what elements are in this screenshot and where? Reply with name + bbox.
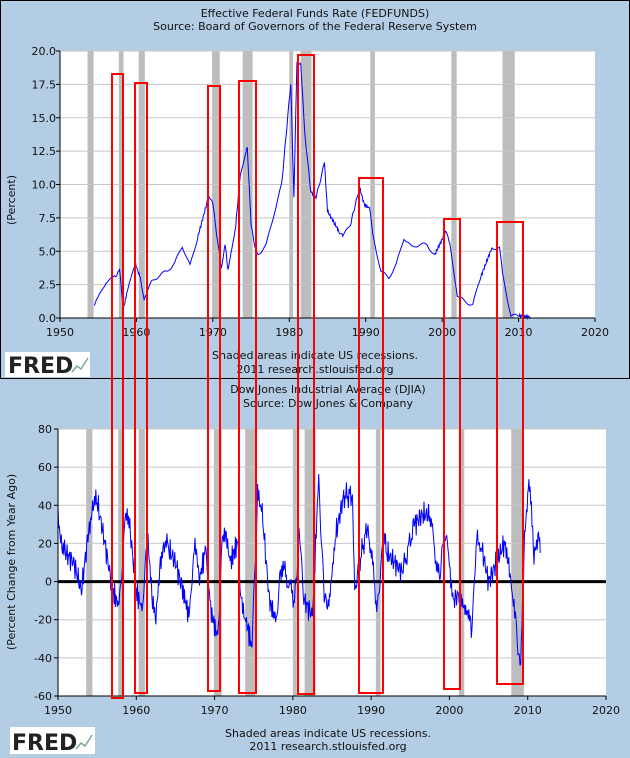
y-tick-label: 0 [45,576,52,589]
recession-band [511,429,524,696]
y-tick-label: 0.0 [39,312,57,325]
y-tick-label: 10.0 [32,179,57,192]
y-tick-label: 80 [38,423,52,436]
red-highlight-box [443,218,461,690]
recession-band [292,429,297,696]
x-tick-label: 2010 [514,704,542,717]
y-tick-label: 40 [38,499,52,512]
bottom-y-label: (Percent Change from Year Ago) [5,474,18,650]
y-tick-label: 5.0 [39,245,57,258]
bottom-fred-logo: FRED [10,727,95,756]
x-tick-label: 1990 [352,326,380,339]
svg-text:FRED: FRED [8,354,73,379]
series-line-fedfunds [93,61,531,320]
x-tick-label: 1960 [122,704,150,717]
y-tick-label: 20.0 [32,45,57,58]
x-tick-label: 1970 [201,704,229,717]
recession-band [375,429,381,696]
svg-text:FRED: FRED [12,731,77,756]
red-highlight-box [358,177,384,694]
recession-band [118,429,123,696]
y-tick-label: 7.5 [39,212,57,225]
x-tick-label: 2000 [428,326,456,339]
y-tick-label: 20 [38,537,52,550]
x-tick-label: 2010 [505,326,533,339]
x-tick-label: 1950 [44,704,72,717]
recession-band [213,429,222,696]
y-tick-label: 2.5 [39,279,57,292]
y-tick-label: -40 [34,652,52,665]
bottom-footer-line1: Shaded areas indicate US recessions. [225,727,431,740]
x-tick-label: 1960 [122,326,150,339]
bottom-chart-title: Dow Jones Industrial Average (DJIA) [230,383,425,396]
red-highlight-box [111,73,124,699]
x-tick-label: 1950 [46,326,74,339]
x-tick-label: 1990 [357,704,385,717]
bottom-chart-subtitle: Source: Dow Jones & Company [243,397,414,410]
fedfunds-plot: 0.0 2.5 5.0 7.5 10.0 12.5 15.0 17.5 20.0 1950 1960… [32,45,610,339]
recession-band [458,429,465,696]
x-tick-label: 2020 [592,704,620,717]
x-tick-label: 2020 [581,326,609,339]
red-highlight-box [134,82,148,694]
djia-plot: -60 -40 -20 0 20 40 60 80 1950 1960 1970 1980 1990 20… [34,423,620,717]
bottom-footer-line2: 2011 research.stlouisfed.org [249,740,406,753]
top-chart-subtitle: Source: Board of Governors of the Federa… [153,20,477,33]
red-highlight-box [496,221,524,685]
top-fred-logo: FRED [5,352,90,379]
red-annotations [111,54,524,699]
y-tick-label: -60 [34,690,52,703]
y-tick-label: 15.0 [32,112,57,125]
red-highlight-box [238,80,257,694]
recession-band [86,429,93,696]
y-tick-label: 17.5 [32,78,57,91]
red-highlight-box [297,54,315,695]
x-tick-label: 1980 [279,704,307,717]
top-chart-title: Effective Federal Funds Rate (FEDFUNDS) [201,7,430,20]
top-y-label: (Percent) [5,175,18,225]
x-tick-label: 2000 [435,704,463,717]
y-tick-label: 12.5 [32,145,57,158]
recession-band [245,429,256,696]
red-highlight-box [207,85,221,692]
y-tick-label: 60 [38,461,52,474]
x-tick-label: 1970 [199,326,227,339]
x-tick-label: 1980 [275,326,303,339]
y-tick-label: -20 [34,614,52,627]
recession-band [138,429,145,696]
recession-band [304,429,316,696]
